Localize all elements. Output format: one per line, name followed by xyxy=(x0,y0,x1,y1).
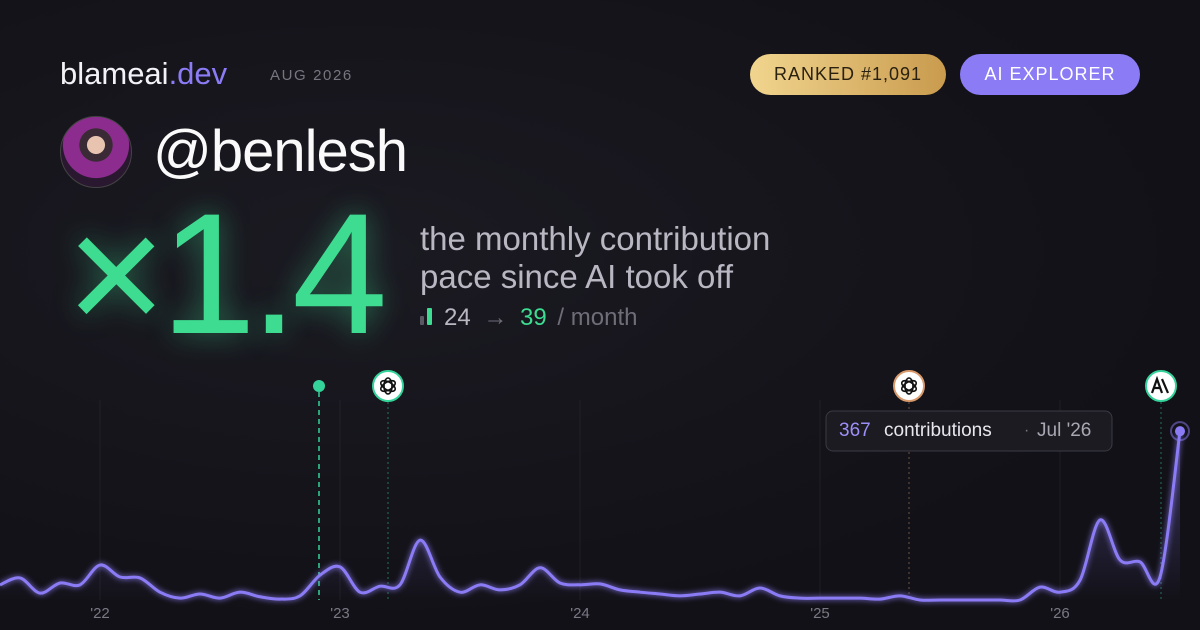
period: AUG 2026 xyxy=(270,67,353,84)
x-tick-label: '26 xyxy=(1050,605,1070,622)
event-icon xyxy=(893,370,925,402)
tier-badge: AI EXPLORER xyxy=(960,54,1140,95)
brand: blameai.dev xyxy=(60,56,227,92)
x-tick-label: '22 xyxy=(90,605,110,622)
bar-icon-before xyxy=(420,316,424,325)
event-icon xyxy=(1145,370,1177,402)
event-markers xyxy=(313,370,1177,600)
rank-badge: RANKED #1,091 xyxy=(750,54,946,95)
peak-point xyxy=(1175,426,1185,437)
multiplier: ×1.4 xyxy=(66,178,388,370)
x-tick-label: '23 xyxy=(330,605,350,622)
bar-icon-after xyxy=(427,308,432,325)
tooltip-label: contributions xyxy=(884,420,992,441)
pace-before: 24 xyxy=(444,304,471,331)
brand-tld: .dev xyxy=(168,56,228,91)
x-tick-label: '25 xyxy=(810,605,830,622)
event-icon xyxy=(372,370,404,402)
line xyxy=(0,430,1182,603)
anthropic-logo xyxy=(1150,375,1170,394)
tooltip-separator: · xyxy=(1024,422,1029,439)
handle: @benlesh xyxy=(153,119,408,184)
openai-logo xyxy=(379,377,397,395)
tooltip-value: 367 xyxy=(839,420,871,441)
peak-ring xyxy=(1170,421,1190,442)
pace-arrow: → xyxy=(483,304,508,331)
event-dot xyxy=(313,380,325,392)
pace: 24 → 39 / month xyxy=(420,304,637,332)
pace-unit: / month xyxy=(557,304,638,331)
tooltip-date: Jul '26 xyxy=(1037,420,1091,441)
pace-after: 39 xyxy=(520,304,547,331)
avatar xyxy=(60,116,132,188)
caption: the monthly contribution pace since AI t… xyxy=(420,220,770,296)
x-tick-label: '24 xyxy=(570,605,590,622)
tooltip-box xyxy=(825,410,1113,452)
tooltip: 367 contributions · Jul '26 xyxy=(825,410,1113,452)
openai-logo xyxy=(900,377,918,395)
area xyxy=(0,431,1180,601)
brand-name: blameai xyxy=(60,56,169,91)
caption-line: the monthly contribution xyxy=(420,220,771,257)
caption-line: pace since AI took off xyxy=(420,258,734,295)
